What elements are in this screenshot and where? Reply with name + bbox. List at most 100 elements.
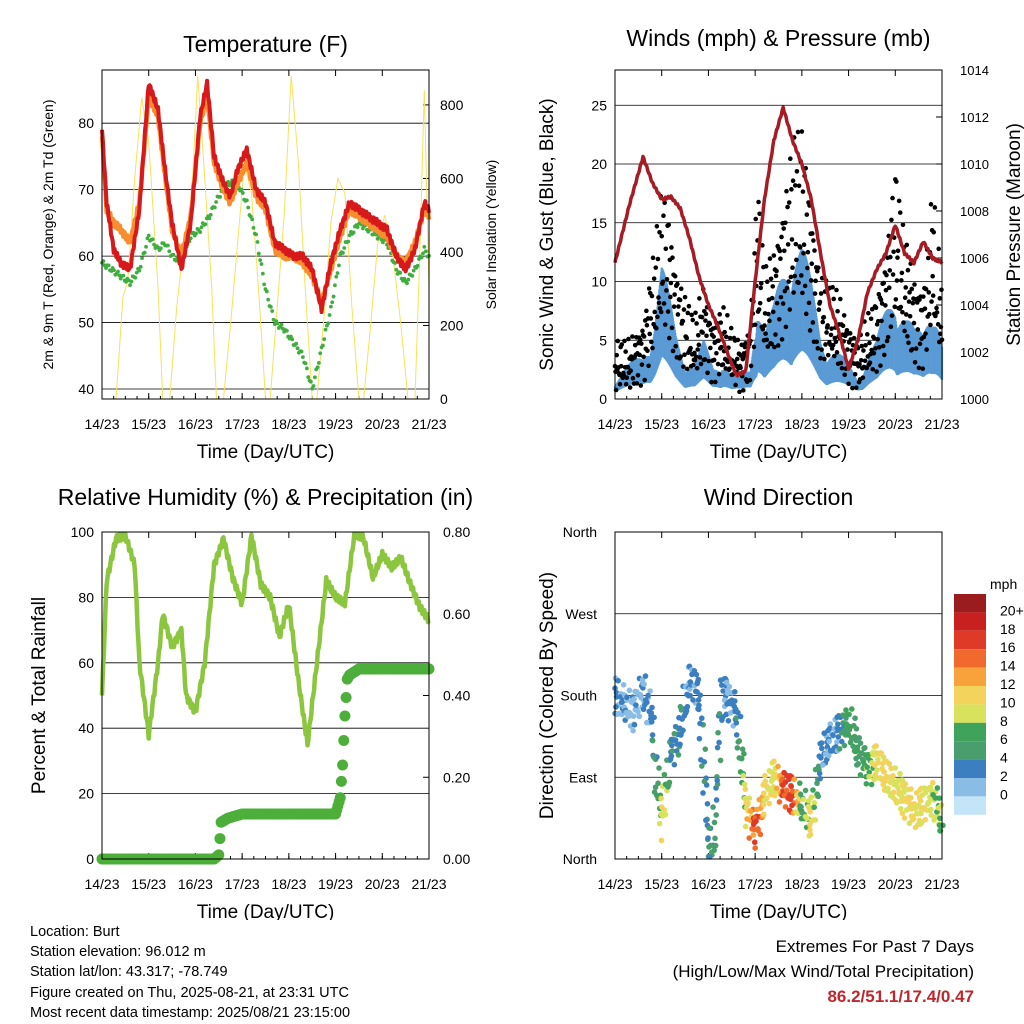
gust-point (668, 294, 673, 300)
dewpoint-point (251, 225, 256, 230)
precip-point (214, 833, 226, 845)
direction-point (819, 745, 825, 752)
direction-point (871, 776, 877, 783)
gust-point (904, 242, 910, 248)
gust-point (673, 343, 679, 349)
x-tick-label: 19/23 (831, 416, 866, 432)
dewpoint-point (212, 205, 217, 210)
direction-point (762, 796, 769, 802)
gust-point (734, 356, 740, 362)
gust-point (705, 370, 710, 376)
gust-point (889, 217, 894, 223)
legend-label: 20+ (1000, 602, 1024, 618)
gust-point (662, 322, 668, 327)
gust-point (845, 347, 850, 352)
direction-point (882, 778, 888, 784)
gust-point (664, 288, 669, 293)
gust-point (912, 359, 918, 365)
x-tick-label: 18/23 (271, 416, 306, 432)
direction-point (908, 786, 914, 792)
direction-point (776, 799, 783, 805)
gust-point (898, 304, 904, 310)
gust-point (835, 308, 840, 314)
gust-point (714, 350, 719, 356)
direction-point (701, 778, 708, 785)
gust-point (850, 385, 855, 391)
gust-point (911, 320, 917, 326)
direction-point (808, 794, 815, 800)
direction-point (765, 786, 771, 792)
direction-point (883, 773, 890, 780)
direction-point (902, 781, 909, 787)
direction-point (626, 687, 633, 694)
direction-point (827, 747, 834, 754)
gust-point (907, 313, 913, 319)
dewpoint-point (165, 243, 170, 248)
dewpoint-point (394, 267, 399, 272)
chart-title: Wind Direction (704, 484, 854, 510)
direction-point (827, 725, 833, 732)
gust-point (885, 334, 891, 340)
gust-point (796, 280, 801, 286)
direction-point (912, 805, 919, 812)
gust-point (767, 256, 773, 261)
gust-point (655, 256, 661, 262)
gust-point (878, 297, 884, 303)
direction-point (725, 718, 732, 724)
direction-point (875, 760, 881, 766)
direction-point (836, 746, 843, 752)
legend-swatch (954, 722, 986, 742)
gust-point (723, 334, 729, 340)
x-tick-label: 20/23 (878, 416, 913, 432)
gust-point (788, 274, 794, 280)
direction-point (715, 729, 721, 736)
gust-point (886, 285, 892, 291)
gust-point (682, 352, 687, 357)
direction-point (804, 815, 810, 822)
dewpoint-point (194, 231, 198, 236)
dewpoint-point (316, 360, 321, 365)
gust-point (703, 318, 708, 323)
chart-1: Temperature (F) Time (Day/UTC) 2m & 9m T (… (40, 31, 499, 463)
direction-point (671, 730, 678, 737)
gust-point (688, 345, 693, 351)
direction-point (693, 671, 700, 678)
gust-point (786, 200, 792, 205)
gust-point (867, 360, 873, 366)
gust-point (649, 293, 655, 299)
dewpoint-point (133, 275, 138, 280)
direction-point (865, 751, 871, 758)
direction-point (620, 681, 627, 688)
gust-point (906, 299, 912, 304)
gust-point (938, 324, 944, 330)
temp-2m-line (100, 78, 431, 315)
precip-series (96, 663, 435, 865)
x-axis-label: Time (Day/UTC) (710, 902, 848, 920)
gust-point (773, 273, 779, 279)
dewpoint-point (306, 375, 311, 379)
gust-point (921, 294, 926, 299)
gust-point (653, 265, 659, 270)
gust-point (670, 348, 676, 354)
y-tick-label: 20 (591, 156, 607, 172)
direction-point (896, 788, 903, 795)
gust-point (625, 365, 631, 370)
x-tick-label: 15/23 (644, 876, 679, 892)
direction-point (841, 742, 848, 749)
legend-swatch (954, 796, 986, 815)
plot-frame (614, 531, 943, 860)
gust-point (817, 299, 823, 305)
direction-point (713, 797, 720, 803)
dewpoint-point (334, 274, 339, 279)
gust-point (678, 354, 683, 359)
y2-axis-label: Solar Insolation (Yellow) (483, 160, 499, 310)
direction-point (762, 778, 769, 785)
dewpoint-point (299, 349, 304, 354)
gust-point (799, 273, 804, 278)
gust-point (834, 350, 840, 355)
gust-point (903, 285, 909, 290)
direction-point (613, 704, 619, 710)
direction-point (650, 754, 657, 760)
x-tick-label: 16/23 (178, 876, 213, 892)
gust-point (617, 381, 623, 387)
